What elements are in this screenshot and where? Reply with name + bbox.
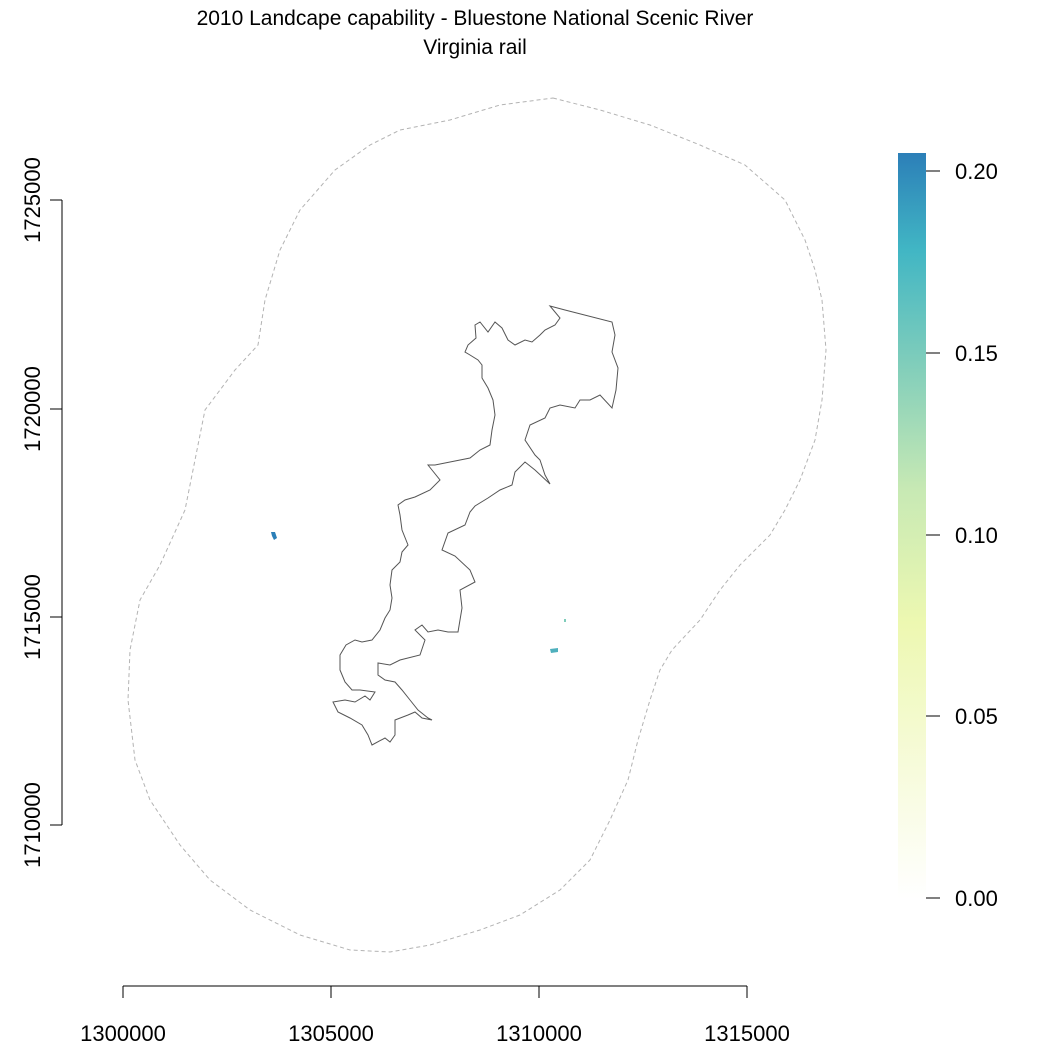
chart-title: 2010 Landcape capability - Bluestone Nat… bbox=[196, 7, 754, 30]
x-axis: 1300000 1305000 1310000 1315000 bbox=[80, 985, 790, 1046]
raster-patch bbox=[550, 648, 558, 653]
y-tick-label: 1720000 bbox=[20, 366, 45, 452]
legend-tick-label: 0.20 bbox=[955, 159, 998, 184]
y-tick-label: 1725000 bbox=[20, 157, 45, 243]
x-tick-label: 1300000 bbox=[80, 1021, 166, 1046]
raster-patch bbox=[271, 532, 277, 540]
y-axis: 1710000 1715000 1720000 1725000 bbox=[20, 157, 63, 868]
color-legend: 0.00 0.05 0.10 0.15 0.20 bbox=[898, 153, 998, 911]
y-tick-label: 1715000 bbox=[20, 574, 45, 660]
legend-color-bar bbox=[898, 153, 926, 899]
legend-tick-label: 0.05 bbox=[955, 704, 998, 729]
x-tick-label: 1310000 bbox=[496, 1021, 582, 1046]
legend-tick-label: 0.15 bbox=[955, 341, 998, 366]
park-boundary bbox=[332, 305, 619, 746]
x-tick-label: 1315000 bbox=[704, 1021, 790, 1046]
chart-subtitle: Virginia rail bbox=[423, 36, 527, 59]
x-tick-label: 1305000 bbox=[288, 1021, 374, 1046]
y-tick-label: 1710000 bbox=[20, 782, 45, 868]
raster-patch bbox=[564, 619, 566, 622]
buffer-boundary bbox=[127, 97, 827, 953]
legend-tick-label: 0.00 bbox=[955, 886, 998, 911]
legend-tick-label: 0.10 bbox=[955, 523, 998, 548]
